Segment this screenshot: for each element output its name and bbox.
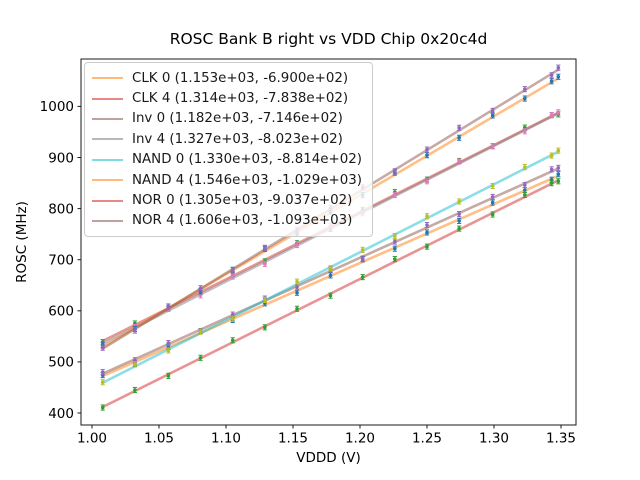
x-tick-label: 1.10 bbox=[211, 431, 241, 447]
chart-title: ROSC Bank B right vs VDD Chip 0x20c4d bbox=[169, 30, 488, 48]
legend-line-swatch bbox=[92, 138, 123, 141]
series-points-inv-0 bbox=[100, 164, 561, 376]
series-points-nor-4 bbox=[100, 64, 561, 351]
legend-item-clk-4: CLK 4 (1.314e+03, -7.838e+02) bbox=[92, 88, 362, 108]
y-tick-label: 900 bbox=[48, 150, 74, 166]
legend-label: CLK 0 (1.153e+03, -6.900e+02) bbox=[132, 70, 349, 86]
legend-item-clk-0: CLK 0 (1.153e+03, -6.900e+02) bbox=[92, 68, 362, 88]
legend: CLK 0 (1.153e+03, -6.900e+02) CLK 4 (1.31… bbox=[84, 62, 373, 238]
legend-line-swatch bbox=[92, 179, 123, 182]
legend-item-inv-4: Inv 4 (1.327e+03, -8.023e+02) bbox=[92, 129, 362, 149]
legend-item-nand-0: NAND 0 (1.330e+03, -8.814e+02) bbox=[92, 150, 362, 170]
legend-item-inv-0: Inv 0 (1.182e+03, -7.146e+02) bbox=[92, 109, 362, 129]
legend-line-swatch bbox=[92, 97, 123, 100]
legend-label: Inv 0 (1.182e+03, -7.146e+02) bbox=[132, 111, 343, 127]
y-tick-label: 1000 bbox=[40, 99, 74, 115]
x-tick-label: 1.30 bbox=[479, 431, 509, 447]
x-tick-label: 1.35 bbox=[546, 431, 576, 447]
axes-frame bbox=[80, 58, 577, 426]
series-points-nand-0 bbox=[100, 147, 561, 386]
legend-line-swatch bbox=[92, 158, 123, 161]
legend-label: NAND 0 (1.330e+03, -8.814e+02) bbox=[132, 152, 362, 168]
legend-label: NAND 4 (1.546e+03, -1.029e+03) bbox=[132, 172, 362, 188]
legend-line-swatch bbox=[92, 219, 123, 222]
legend-item-nand-4: NAND 4 (1.546e+03, -1.029e+03) bbox=[92, 170, 362, 190]
legend-label: NOR 4 (1.606e+03, -1.093e+03) bbox=[132, 213, 353, 229]
x-axis-label: VDDD (V) bbox=[296, 450, 361, 466]
x-tick-label: 1.05 bbox=[144, 431, 174, 447]
legend-line-swatch bbox=[92, 117, 123, 120]
legend-label: CLK 4 (1.314e+03, -7.838e+02) bbox=[132, 91, 349, 107]
x-ticks: 1.00 1.05 1.10 1.15 1.20 1.25 1.30 1.35 bbox=[77, 425, 576, 447]
legend-label: Inv 4 (1.327e+03, -8.023e+02) bbox=[132, 131, 343, 147]
y-ticks: 400 500 600 700 800 900 1000 bbox=[40, 99, 81, 422]
legend-line-swatch bbox=[92, 77, 123, 80]
x-tick-label: 1.00 bbox=[77, 431, 107, 447]
legend-item-nor-0: NOR 0 (1.305e+03, -9.037e+02) bbox=[92, 190, 362, 210]
y-tick-label: 700 bbox=[48, 253, 74, 269]
legend-label: NOR 0 (1.305e+03, -9.037e+02) bbox=[132, 193, 353, 209]
y-tick-label: 500 bbox=[48, 355, 74, 371]
y-tick-label: 600 bbox=[48, 304, 74, 320]
y-tick-label: 800 bbox=[48, 201, 74, 217]
y-tick-label: 400 bbox=[48, 406, 74, 422]
x-tick-label: 1.20 bbox=[345, 431, 375, 447]
y-axis-label: ROSC (MHz) bbox=[14, 201, 30, 283]
legend-item-nor-4: NOR 4 (1.606e+03, -1.093e+03) bbox=[92, 211, 362, 231]
series-points-nor-0 bbox=[100, 178, 561, 411]
legend-line-swatch bbox=[92, 199, 123, 202]
x-tick-label: 1.15 bbox=[278, 431, 308, 447]
x-tick-label: 1.25 bbox=[412, 431, 442, 447]
